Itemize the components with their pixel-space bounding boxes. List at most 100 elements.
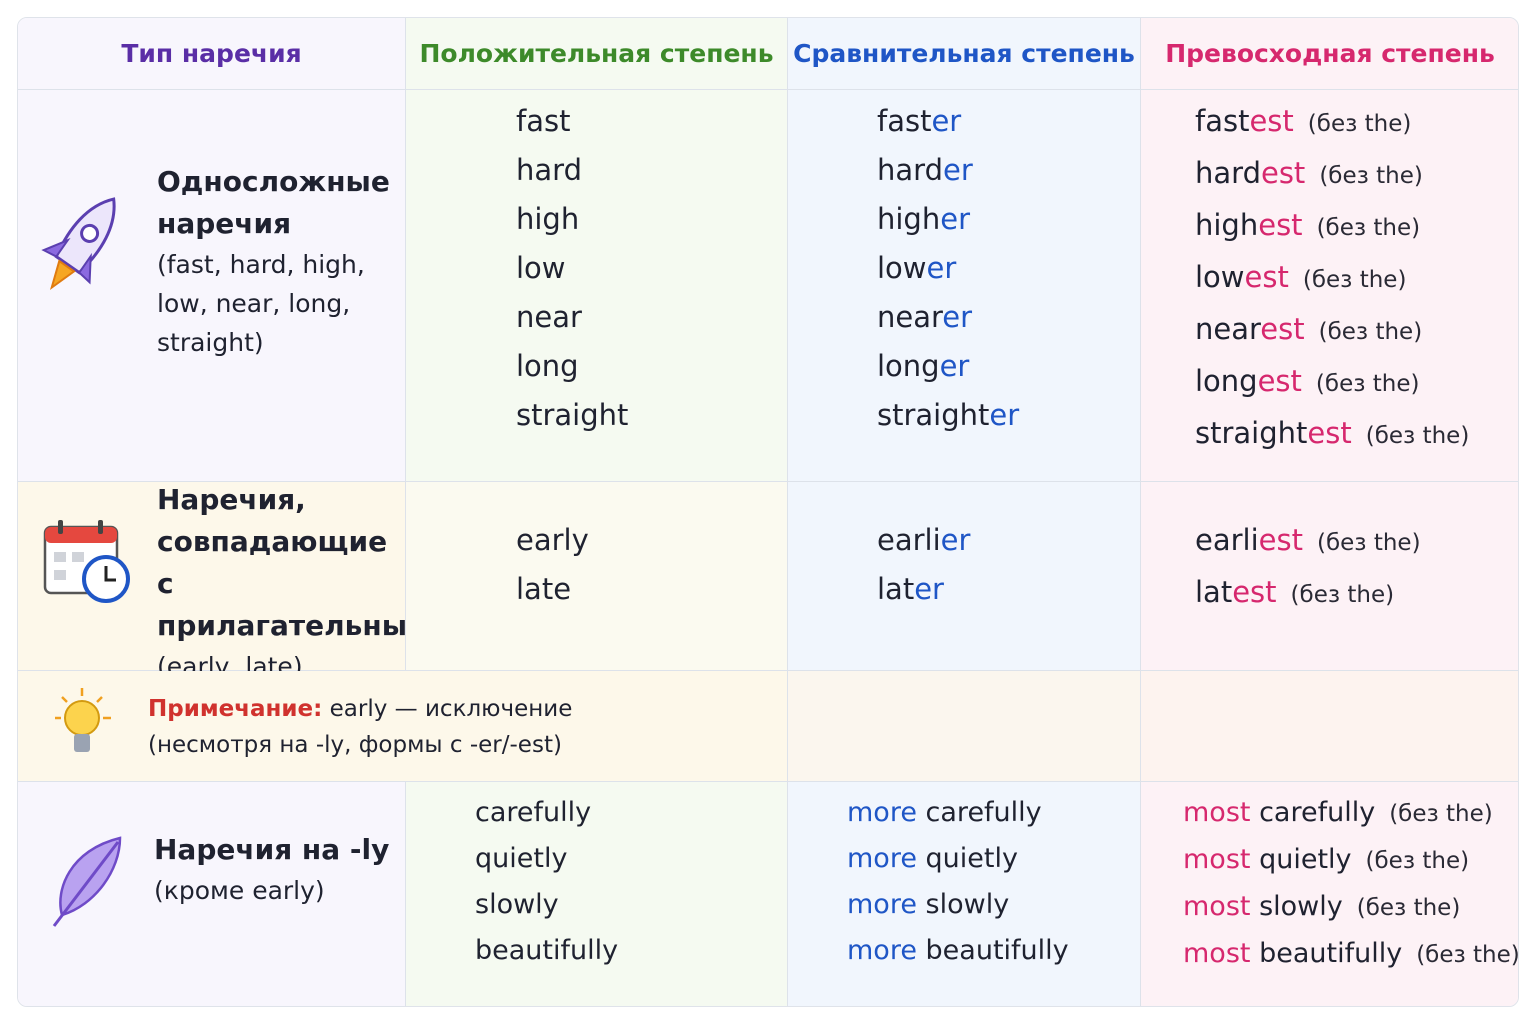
form-note: (без the) — [1290, 582, 1395, 608]
adverb-form: later — [877, 565, 970, 614]
form-prefix: more — [847, 797, 917, 828]
form-base: fast — [877, 104, 932, 138]
positive-list: early late — [516, 516, 589, 614]
header-text: Сравнительная степень — [793, 39, 1135, 68]
adverb-form: longest (без the) — [1195, 357, 1469, 409]
form-base: hard — [877, 153, 943, 187]
form-ending: est — [1258, 523, 1303, 557]
type-examples: (fast, hard, high, low, near, long, stra… — [157, 250, 365, 357]
adverb-form: low — [516, 251, 566, 285]
adverb-form: early — [516, 523, 589, 557]
form-ending: est — [1232, 575, 1277, 609]
form-note: (без the) — [1316, 530, 1421, 556]
adverb-form: slowly — [475, 889, 559, 920]
adverb-form: long — [516, 349, 579, 383]
type-label: Наречия, совпадающие с прилагательными (e… — [157, 479, 450, 686]
degree-cell — [406, 482, 788, 671]
comparative-list: faster harder higher lower nearer longer strai… — [877, 97, 1019, 440]
adverb-form: straighter — [877, 391, 1019, 440]
adverb-form: hard — [516, 153, 582, 187]
form-note: (без the) — [1319, 163, 1423, 189]
comparative-list: more carefully more quietly more slowly mor… — [847, 790, 1069, 974]
type-cell — [18, 90, 406, 482]
adverb-form: most beautifully (без the) — [1183, 931, 1518, 978]
adverb-form: earliest (без the) — [1195, 516, 1421, 568]
type-title: Односложные наречия — [157, 165, 390, 240]
positive-list: carefully quietly slowly beautifully — [475, 790, 618, 974]
form-base: straight — [877, 398, 990, 432]
form-ending: er — [931, 104, 962, 138]
form-prefix: more — [847, 843, 917, 874]
adverb-form: lower — [877, 244, 1019, 293]
form-prefix: most — [1183, 938, 1251, 969]
adverb-form: straight — [516, 398, 629, 432]
form-base: low — [1195, 260, 1245, 294]
form-ending: er — [926, 251, 957, 285]
adverb-form: most slowly (без the) — [1183, 884, 1518, 931]
adverb-form: high — [516, 202, 580, 236]
form-base: lat — [1195, 575, 1233, 609]
form-ending: er — [939, 349, 970, 383]
form-ending: er — [942, 153, 973, 187]
form-base: long — [877, 349, 940, 383]
form-note: (без the) — [1356, 895, 1461, 921]
header-cell: Тип наречия — [18, 18, 406, 90]
form-ending: er — [942, 300, 973, 334]
degree-cell — [1141, 482, 1518, 671]
form-prefix: more — [847, 935, 917, 966]
form-prefix: most — [1183, 844, 1251, 875]
type-title: Наречия, совпадающие с прилагательными — [157, 483, 450, 642]
adverb-form: hardest (без the) — [1195, 149, 1469, 201]
adverb-form: nearer — [877, 293, 1019, 342]
degree-cell — [406, 90, 788, 482]
form-note: (без the) — [1302, 267, 1407, 293]
header-cell: Положительная степень — [406, 18, 788, 90]
form-prefix: most — [1183, 891, 1251, 922]
note-label: Примечание: — [148, 696, 323, 722]
note-text: Примечание: early — исключение (несмотря … — [148, 691, 572, 763]
adverb-form: most carefully (без the) — [1183, 790, 1518, 837]
degree-cell — [406, 782, 788, 1006]
form-base: fast — [1195, 104, 1250, 138]
form-base: hard — [1195, 156, 1261, 190]
note-cell-empty — [788, 671, 1141, 782]
form-ending: er — [914, 572, 944, 606]
type-label: Односложные наречия (fast, hard, high, lo… — [157, 161, 402, 362]
form-base: beautifully — [925, 935, 1069, 966]
form-prefix: most — [1183, 797, 1251, 828]
adverb-form: harder — [877, 146, 1019, 195]
degree-cell — [788, 782, 1141, 1006]
adverb-form: longer — [877, 342, 1019, 391]
adverb-form: beautifully — [475, 935, 619, 966]
superlative-list: fastest (без the) hardest (без the) highest(… — [1195, 97, 1469, 461]
form-base: low — [877, 251, 927, 285]
adverb-form: lowest (без the) — [1195, 253, 1469, 305]
degree-cell — [1141, 90, 1518, 482]
form-base: quietly — [1259, 844, 1352, 875]
form-base: beautifully — [1259, 938, 1403, 969]
form-ending: est — [1307, 416, 1352, 450]
adverb-form: near — [516, 300, 582, 334]
form-base: long — [1195, 364, 1258, 398]
form-base: lat — [877, 572, 915, 606]
degree-cell — [788, 482, 1141, 671]
adverb-table: Тип наречия Положительная степень Сравните… — [17, 17, 1519, 1007]
form-base: near — [1195, 312, 1261, 346]
adverb-form: more carefully — [847, 790, 1069, 836]
form-base: slowly — [925, 889, 1010, 920]
type-label: Наречия на -ly (кроме early) — [154, 829, 399, 910]
form-note: (без the) — [1318, 319, 1423, 345]
form-prefix: more — [847, 889, 917, 920]
adverb-form: earlier — [877, 516, 970, 565]
superlative-list: most carefully (без the) most quietly (без … — [1183, 790, 1518, 978]
form-ending: est — [1249, 104, 1294, 138]
header-cell: Превосходная степень — [1141, 18, 1518, 90]
type-title: Наречия на -ly — [154, 833, 390, 866]
form-base: carefully — [1259, 797, 1376, 828]
form-ending: est — [1260, 156, 1306, 190]
adverb-form: latest (без the) — [1195, 568, 1421, 620]
degree-cell — [788, 90, 1141, 482]
adverb-form: more beautifully — [847, 928, 1069, 974]
adverb-form: late — [516, 572, 572, 606]
